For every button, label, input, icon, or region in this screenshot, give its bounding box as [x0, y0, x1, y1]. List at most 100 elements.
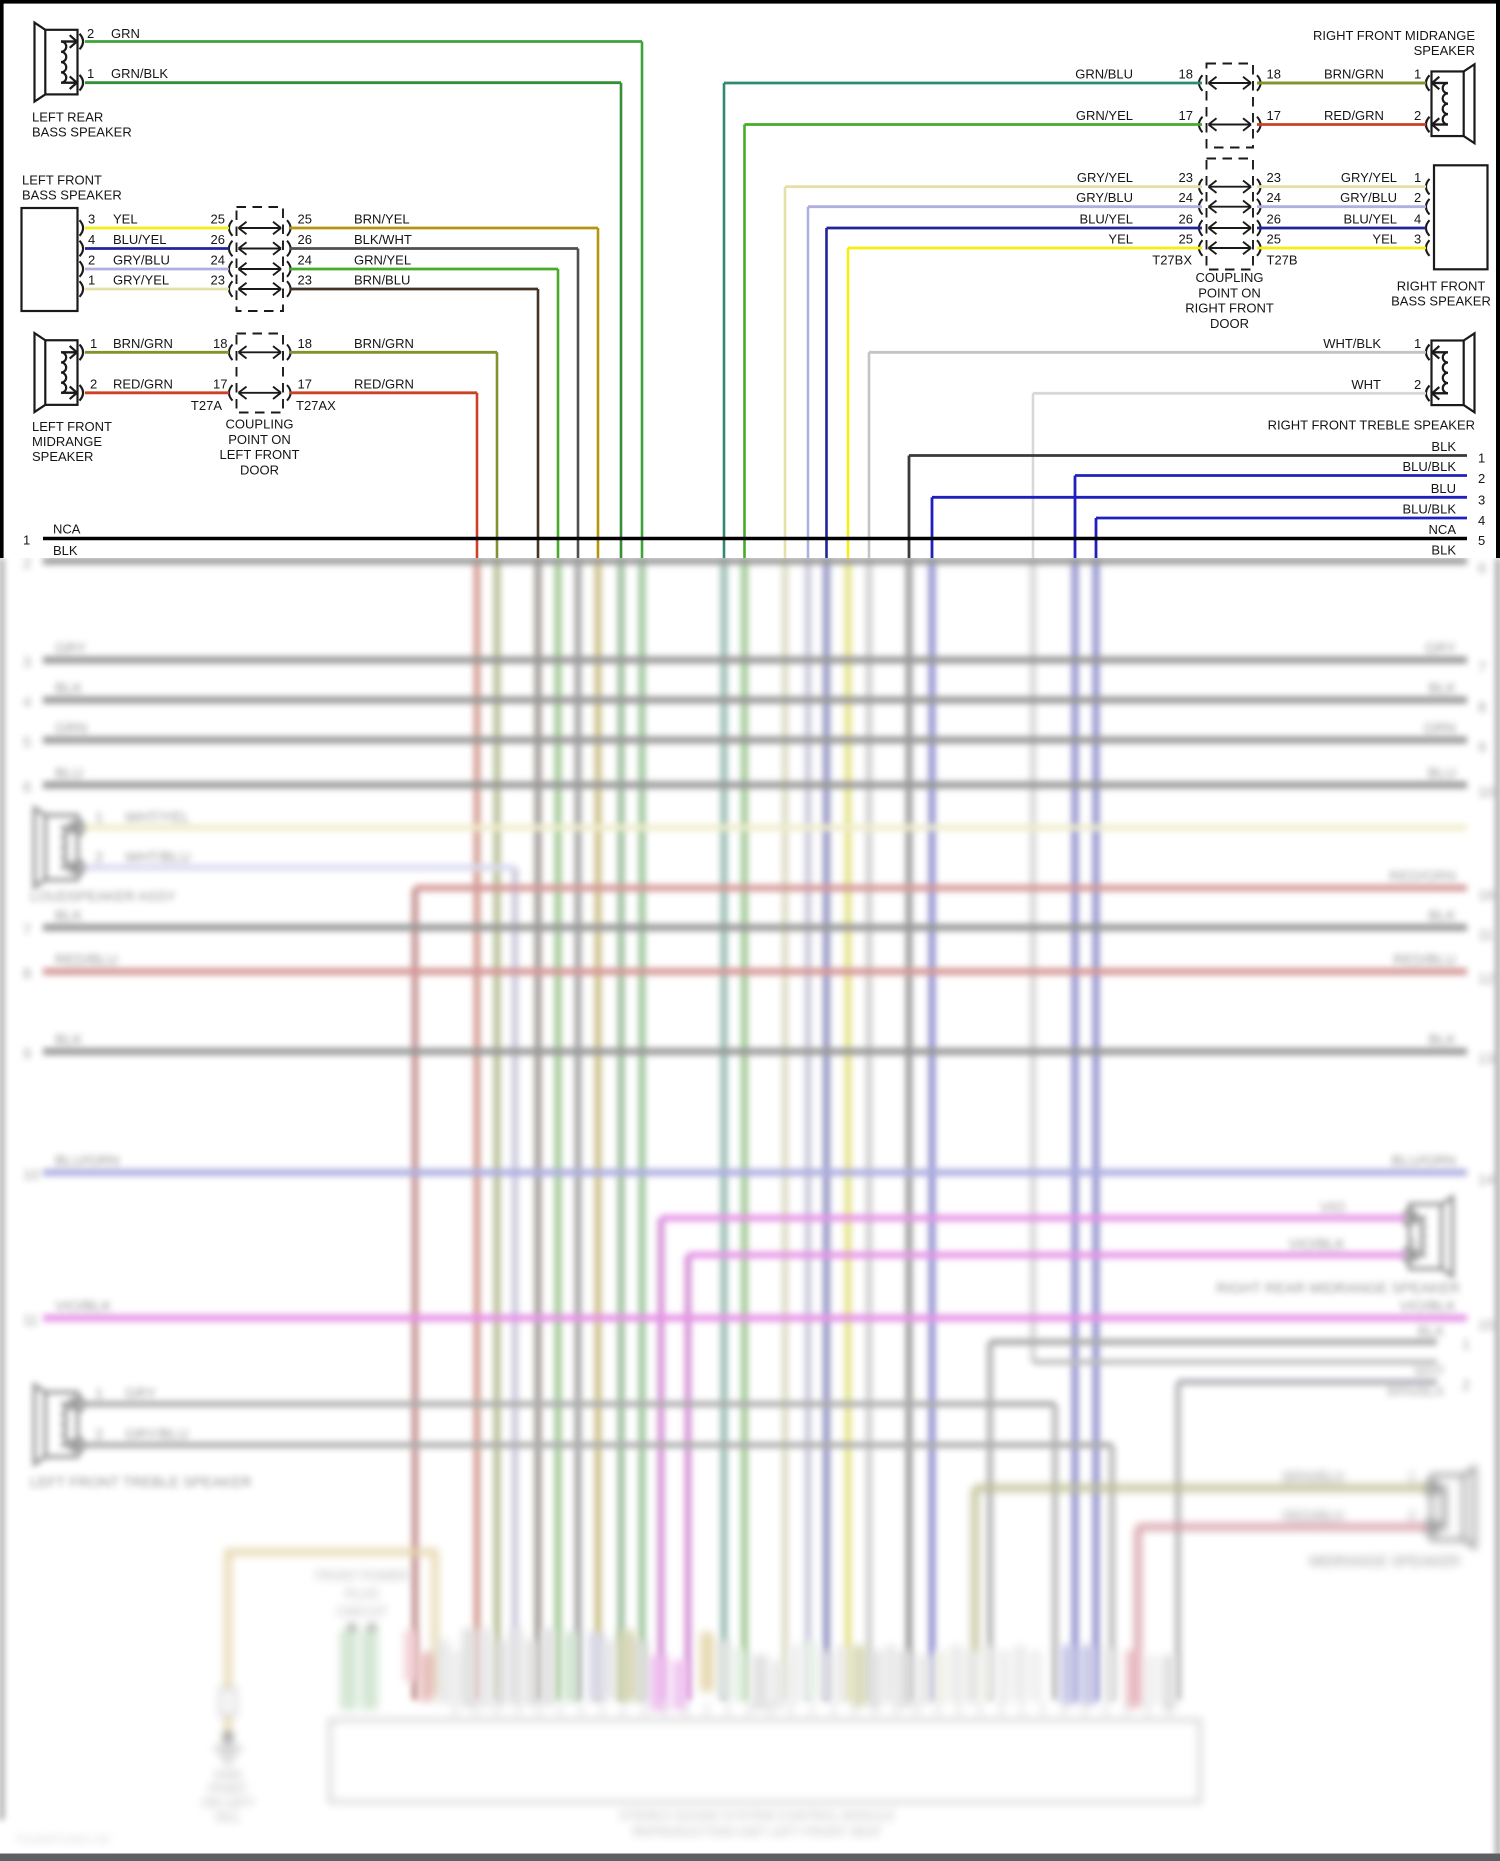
- svg-text:WHT: WHT: [1351, 377, 1381, 392]
- svg-text:BLU/BLK: BLU/BLK: [1403, 502, 1457, 517]
- svg-text:GRY/BLU: GRY/BLU: [113, 253, 170, 268]
- svg-text:BRN/YEL: BRN/YEL: [354, 212, 410, 227]
- svg-text:BASS SPEAKER: BASS SPEAKER: [1391, 294, 1491, 309]
- svg-text:GRY/BLU: GRY/BLU: [1340, 190, 1397, 205]
- svg-text:GRN/BLU: GRN/BLU: [1075, 67, 1133, 82]
- svg-text:17: 17: [1179, 108, 1193, 123]
- svg-text:DOOR: DOOR: [1210, 316, 1249, 331]
- svg-text:RIGHT FRONT: RIGHT FRONT: [1397, 279, 1486, 294]
- svg-text:1: 1: [87, 66, 94, 81]
- svg-text:2: 2: [1478, 471, 1485, 486]
- svg-text:18: 18: [213, 336, 227, 351]
- svg-text:23: 23: [1267, 170, 1281, 185]
- svg-text:25: 25: [211, 212, 225, 227]
- svg-text:18: 18: [298, 336, 312, 351]
- svg-text:LEFT REAR: LEFT REAR: [32, 110, 103, 125]
- svg-text:GRN/YEL: GRN/YEL: [354, 253, 411, 268]
- svg-text:BRN/BLU: BRN/BLU: [354, 273, 410, 288]
- svg-text:17: 17: [1267, 108, 1281, 123]
- svg-text:18: 18: [1179, 67, 1193, 82]
- svg-text:24: 24: [298, 253, 312, 268]
- svg-text:2: 2: [1414, 190, 1421, 205]
- svg-text:3: 3: [1478, 492, 1485, 507]
- svg-text:POINT ON: POINT ON: [1198, 285, 1261, 300]
- svg-text:BLU/YEL: BLU/YEL: [1080, 212, 1133, 227]
- svg-text:T27AX: T27AX: [296, 398, 336, 413]
- svg-text:26: 26: [211, 232, 225, 247]
- svg-text:23: 23: [1179, 170, 1193, 185]
- svg-text:NCA: NCA: [53, 522, 81, 537]
- svg-text:17: 17: [213, 377, 227, 392]
- svg-text:LEFT FRONT: LEFT FRONT: [22, 173, 102, 188]
- svg-text:25: 25: [1179, 232, 1193, 247]
- svg-text:BLK: BLK: [1431, 542, 1456, 557]
- svg-text:GRY/YEL: GRY/YEL: [113, 273, 169, 288]
- svg-text:BLU/BLK: BLU/BLK: [1403, 459, 1457, 474]
- svg-text:GRY/BLU: GRY/BLU: [1076, 190, 1133, 205]
- svg-text:2: 2: [88, 253, 95, 268]
- svg-text:YEL: YEL: [1372, 232, 1397, 247]
- svg-text:RIGHT FRONT TREBLE SPEAKER: RIGHT FRONT TREBLE SPEAKER: [1268, 418, 1475, 433]
- svg-text:LEFT FRONT: LEFT FRONT: [32, 419, 112, 434]
- svg-text:LEFT FRONT: LEFT FRONT: [220, 447, 300, 462]
- svg-text:BLK/WHT: BLK/WHT: [354, 232, 412, 247]
- svg-text:3: 3: [88, 212, 95, 227]
- svg-text:T27B: T27B: [1267, 253, 1298, 268]
- svg-text:GRN: GRN: [111, 26, 140, 41]
- svg-text:RIGHT FRONT: RIGHT FRONT: [1185, 301, 1274, 316]
- svg-text:23: 23: [211, 273, 225, 288]
- svg-text:25: 25: [1267, 232, 1281, 247]
- svg-text:BLK: BLK: [1431, 439, 1456, 454]
- svg-text:BRN/GRN: BRN/GRN: [113, 336, 173, 351]
- svg-text:26: 26: [298, 232, 312, 247]
- svg-text:4: 4: [1478, 513, 1485, 528]
- svg-text:24: 24: [1179, 190, 1193, 205]
- svg-text:BLK: BLK: [53, 543, 78, 558]
- svg-text:25: 25: [298, 212, 312, 227]
- svg-text:RED/GRN: RED/GRN: [1324, 108, 1384, 123]
- svg-text:18: 18: [1267, 67, 1281, 82]
- svg-text:1: 1: [1414, 336, 1421, 351]
- svg-text:SPEAKER: SPEAKER: [1414, 43, 1475, 58]
- svg-text:POINT ON: POINT ON: [228, 432, 291, 447]
- svg-text:17: 17: [298, 377, 312, 392]
- svg-text:1: 1: [23, 533, 30, 548]
- svg-text:4: 4: [1414, 212, 1421, 227]
- svg-text:T27BX: T27BX: [1152, 253, 1192, 268]
- svg-text:2: 2: [87, 26, 94, 41]
- svg-text:BASS SPEAKER: BASS SPEAKER: [22, 188, 122, 203]
- svg-text:2: 2: [90, 377, 97, 392]
- svg-text:GRN/BLK: GRN/BLK: [111, 66, 168, 81]
- svg-text:BASS SPEAKER: BASS SPEAKER: [32, 125, 132, 140]
- svg-text:BLU: BLU: [1431, 481, 1456, 496]
- svg-text:MIDRANGE: MIDRANGE: [32, 434, 102, 449]
- svg-text:RIGHT FRONT MIDRANGE: RIGHT FRONT MIDRANGE: [1313, 28, 1475, 43]
- svg-text:NCA: NCA: [1429, 522, 1457, 537]
- svg-text:GRN/YEL: GRN/YEL: [1076, 108, 1133, 123]
- svg-text:COUPLING: COUPLING: [226, 417, 294, 432]
- svg-text:RED/GRN: RED/GRN: [113, 377, 173, 392]
- svg-text:1: 1: [90, 336, 97, 351]
- svg-text:1: 1: [1414, 170, 1421, 185]
- svg-text:3: 3: [1414, 232, 1421, 247]
- svg-text:26: 26: [1179, 212, 1193, 227]
- svg-text:COUPLING: COUPLING: [1196, 270, 1264, 285]
- svg-text:24: 24: [1267, 190, 1281, 205]
- svg-text:RED/GRN: RED/GRN: [354, 377, 414, 392]
- svg-text:2: 2: [1414, 108, 1421, 123]
- svg-text:YEL: YEL: [113, 212, 138, 227]
- svg-text:1: 1: [88, 273, 95, 288]
- svg-text:23: 23: [298, 273, 312, 288]
- svg-text:GRY/YEL: GRY/YEL: [1341, 170, 1397, 185]
- svg-text:1: 1: [1414, 67, 1421, 82]
- svg-text:SPEAKER: SPEAKER: [32, 449, 93, 464]
- svg-text:26: 26: [1267, 212, 1281, 227]
- svg-text:BLU/YEL: BLU/YEL: [1344, 212, 1397, 227]
- svg-text:BLU/YEL: BLU/YEL: [113, 232, 166, 247]
- svg-text:1: 1: [1478, 451, 1485, 466]
- svg-text:BRN/GRN: BRN/GRN: [354, 336, 414, 351]
- svg-text:5: 5: [1478, 533, 1485, 548]
- svg-text:4: 4: [88, 232, 95, 247]
- svg-text:T27A: T27A: [191, 398, 222, 413]
- svg-text:YEL: YEL: [1108, 232, 1133, 247]
